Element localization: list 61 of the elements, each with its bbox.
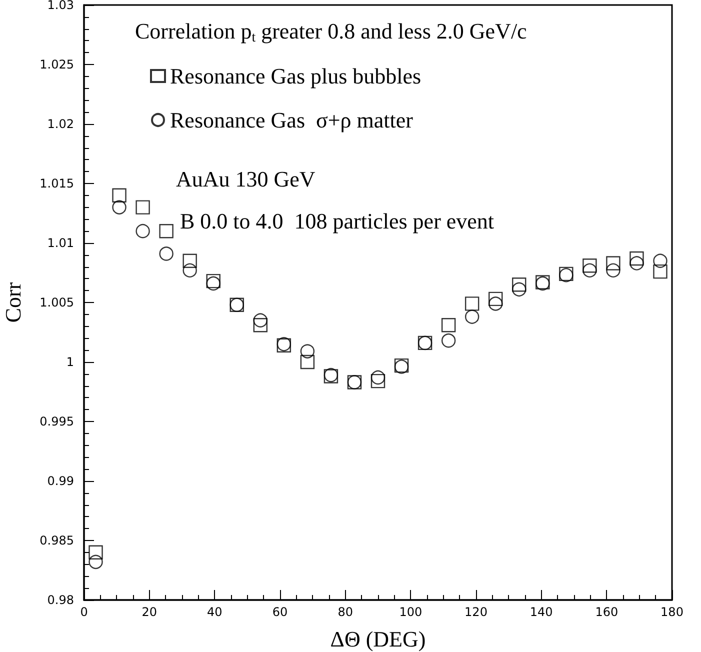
annotation: AuAu 130 GeV	[176, 166, 316, 192]
y-tick-label: 1.03	[47, 0, 74, 12]
y-tick-label: 1.015	[40, 176, 74, 190]
y-tick-label: 1.01	[47, 236, 74, 250]
x-tick-label: 40	[207, 605, 222, 619]
point	[300, 354, 315, 370]
point	[630, 256, 644, 270]
point	[653, 264, 668, 279]
point	[370, 370, 386, 385]
point	[182, 263, 197, 278]
point	[206, 274, 220, 288]
point	[606, 256, 620, 270]
point	[488, 292, 503, 306]
x-tick-label: 140	[530, 605, 553, 619]
point	[159, 246, 174, 261]
point	[206, 276, 220, 291]
point	[512, 282, 526, 297]
x-axis-title: ΔΘ (DEG)	[330, 626, 426, 652]
y-tick-label: 1.025	[40, 58, 74, 72]
annotation: B 0.0 to 4.0 108 particles per event	[180, 208, 494, 234]
y-tick-label: 0.995	[40, 414, 74, 428]
point	[88, 545, 103, 560]
point	[582, 263, 597, 278]
point	[253, 318, 268, 332]
legend-label: Resonance Gas plus bubbles	[170, 64, 422, 88]
x-tick-label: 100	[399, 605, 422, 619]
legend-label: Resonance Gas σ+ρ matter	[170, 108, 414, 132]
y-tick-label: 1.005	[40, 296, 74, 310]
x-tick-label: 80	[338, 605, 353, 619]
point	[464, 310, 480, 324]
point	[441, 318, 456, 332]
point	[653, 254, 668, 268]
point	[112, 188, 126, 202]
point	[512, 278, 526, 292]
point	[370, 374, 386, 388]
point	[464, 296, 480, 311]
point	[630, 251, 644, 266]
y-tick-label: 1.02	[47, 117, 74, 131]
y-tick-label: 0.99	[47, 474, 74, 488]
x-tick-label: 160	[595, 605, 618, 619]
x-tick-label: 60	[272, 605, 288, 619]
point	[488, 296, 503, 311]
point	[136, 200, 150, 214]
point	[112, 200, 126, 214]
point	[300, 344, 315, 358]
point	[441, 333, 456, 348]
x-tick-label: 20	[142, 605, 157, 619]
x-tick-label: 120	[464, 605, 488, 619]
point	[159, 224, 174, 238]
y-tick-label: 1	[66, 355, 74, 369]
point	[606, 263, 620, 278]
x-tick-label: 0	[80, 605, 88, 619]
y-tick-label: 0.985	[40, 534, 74, 548]
point	[182, 254, 197, 268]
x-tick-label: 180	[660, 605, 684, 619]
point	[136, 224, 150, 238]
point	[253, 313, 268, 328]
y-axis-title: Corr	[0, 282, 26, 323]
point	[582, 258, 597, 273]
point	[88, 554, 103, 570]
y-tick-label: 0.98	[47, 593, 74, 607]
